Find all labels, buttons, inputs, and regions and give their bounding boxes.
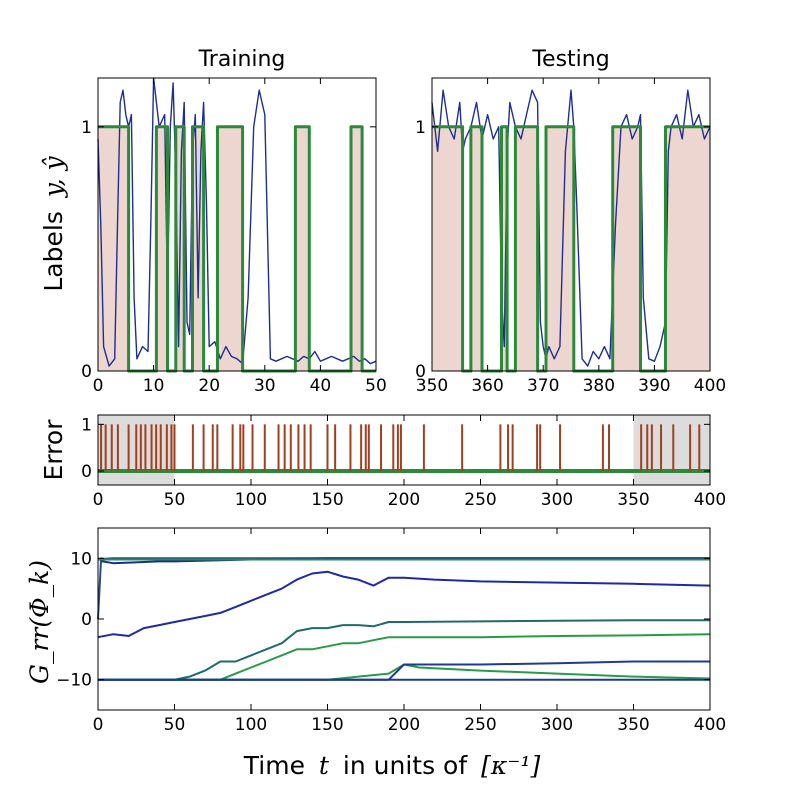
- weight-line-w6: [98, 633, 711, 681]
- weights-ytick-label: 10: [70, 549, 92, 569]
- error-gray-band: [633, 415, 710, 485]
- testing-target-line: [432, 125, 710, 373]
- error-ylabel: Error: [39, 419, 68, 481]
- error-axis-ticks: 0 50 100 150 200 250 300 350 400 0 1: [81, 415, 726, 510]
- testing-xtick-label: 350: [416, 376, 448, 396]
- weights-lines: [97, 557, 711, 681]
- error-ytick-label: 1: [81, 415, 92, 435]
- testing-xtick-label: 360: [471, 376, 503, 396]
- training-xtick-label: 40: [310, 376, 332, 396]
- weights-ytick-label: 0: [81, 610, 92, 630]
- training-shade-region: [295, 126, 310, 371]
- time-xlabel-t: t: [319, 751, 330, 780]
- error-xtick-label: 300: [541, 490, 573, 510]
- training-shade-region: [156, 126, 168, 371]
- testing-prediction-line: [431, 89, 711, 367]
- weights-xtick-label: 350: [617, 715, 649, 735]
- labels-ylabel-math: y, ŷ: [39, 156, 68, 199]
- training-frame: [97, 77, 377, 372]
- time-xlabel-unit: [κ⁻¹]: [481, 751, 540, 780]
- testing-panel: Testing 350 360 370 380 390 400 0 1: [415, 47, 726, 396]
- testing-shade-region: [470, 126, 483, 371]
- training-ytick-label: 0: [81, 362, 92, 382]
- training-xtick-label: 10: [143, 376, 165, 396]
- training-xtick-label: 30: [254, 376, 276, 396]
- testing-xtick-label: 370: [527, 376, 559, 396]
- training-axis-ticks: 0 10 20 30 40 50 0 1: [81, 78, 387, 396]
- error-gray-bands: [98, 415, 710, 485]
- testing-shade-region: [515, 126, 538, 371]
- labels-ylabel-text: Labels: [39, 211, 68, 291]
- testing-xtick-label: 400: [694, 376, 726, 396]
- weight-line-w1: [97, 557, 710, 620]
- testing-ytick-label: 0: [415, 362, 426, 382]
- error-xtick-label: 0: [93, 490, 104, 510]
- testing-shade-region: [612, 126, 641, 371]
- training-panel: Training 0 10 20 30 40 50 0 1: [81, 47, 387, 396]
- training-ytick-label: 1: [81, 118, 92, 138]
- weight-line-w5: [98, 619, 710, 681]
- weights-xtick-label: 300: [541, 715, 573, 735]
- weight-line-w4: [97, 570, 711, 639]
- training-xtick-label: 50: [365, 376, 387, 396]
- weights-xtick-label: 100: [235, 715, 267, 735]
- error-xtick-label: 150: [311, 490, 343, 510]
- testing-ytick-label: 1: [415, 118, 426, 138]
- testing-frame: [431, 77, 711, 372]
- time-xlabel-rest: in units of: [343, 751, 468, 780]
- weights-xtick-label: 150: [311, 715, 343, 735]
- testing-shade-region: [432, 126, 463, 371]
- testing-shade-region: [501, 126, 508, 371]
- weights-ylabel: G_rr(Φ_k): [25, 560, 54, 684]
- weights-xtick-label: 400: [694, 715, 726, 735]
- error-frame: [97, 414, 711, 486]
- error-xtick-label: 50: [164, 490, 186, 510]
- testing-title: Testing: [531, 47, 609, 72]
- error-xtick-label: 400: [694, 490, 726, 510]
- testing-xtick-label: 390: [638, 376, 670, 396]
- weights-xtick-label: 250: [464, 715, 496, 735]
- time-xlabel: Time t in units of [κ⁻¹]: [243, 751, 541, 780]
- error-panel: 0 50 100 150 200 250 300 350 400 0 1 Error: [39, 414, 726, 510]
- error-xtick-label: 100: [235, 490, 267, 510]
- training-xtick-label: 0: [93, 376, 104, 396]
- training-xtick-label: 20: [198, 376, 220, 396]
- weights-xtick-label: 50: [164, 715, 186, 735]
- testing-xtick-label: 380: [583, 376, 615, 396]
- labels-ylabel: Labels y, ŷ: [39, 156, 68, 292]
- error-xtick-label: 350: [617, 490, 649, 510]
- error-xtick-label: 200: [388, 490, 420, 510]
- testing-shade-region: [665, 126, 710, 371]
- time-xlabel-text: Time: [243, 751, 305, 780]
- testing-lines: [431, 89, 711, 373]
- error-ytick-label: 0: [81, 462, 92, 482]
- testing-shaded-regions: [432, 126, 710, 371]
- weights-ytick-label: −10: [56, 671, 92, 691]
- training-shade-region: [350, 126, 363, 371]
- training-shaded-regions: [98, 126, 363, 371]
- testing-axis-ticks: 350 360 370 380 390 400 0 1: [415, 78, 726, 396]
- training-title: Training: [198, 47, 286, 72]
- training-shade-region: [98, 126, 129, 371]
- error-spikes: [100, 424, 701, 471]
- training-shade-region: [192, 126, 204, 371]
- error-xtick-label: 250: [464, 490, 496, 510]
- weights-xtick-label: 0: [93, 715, 104, 735]
- weights-xtick-label: 200: [388, 715, 420, 735]
- training-shade-region: [217, 126, 243, 371]
